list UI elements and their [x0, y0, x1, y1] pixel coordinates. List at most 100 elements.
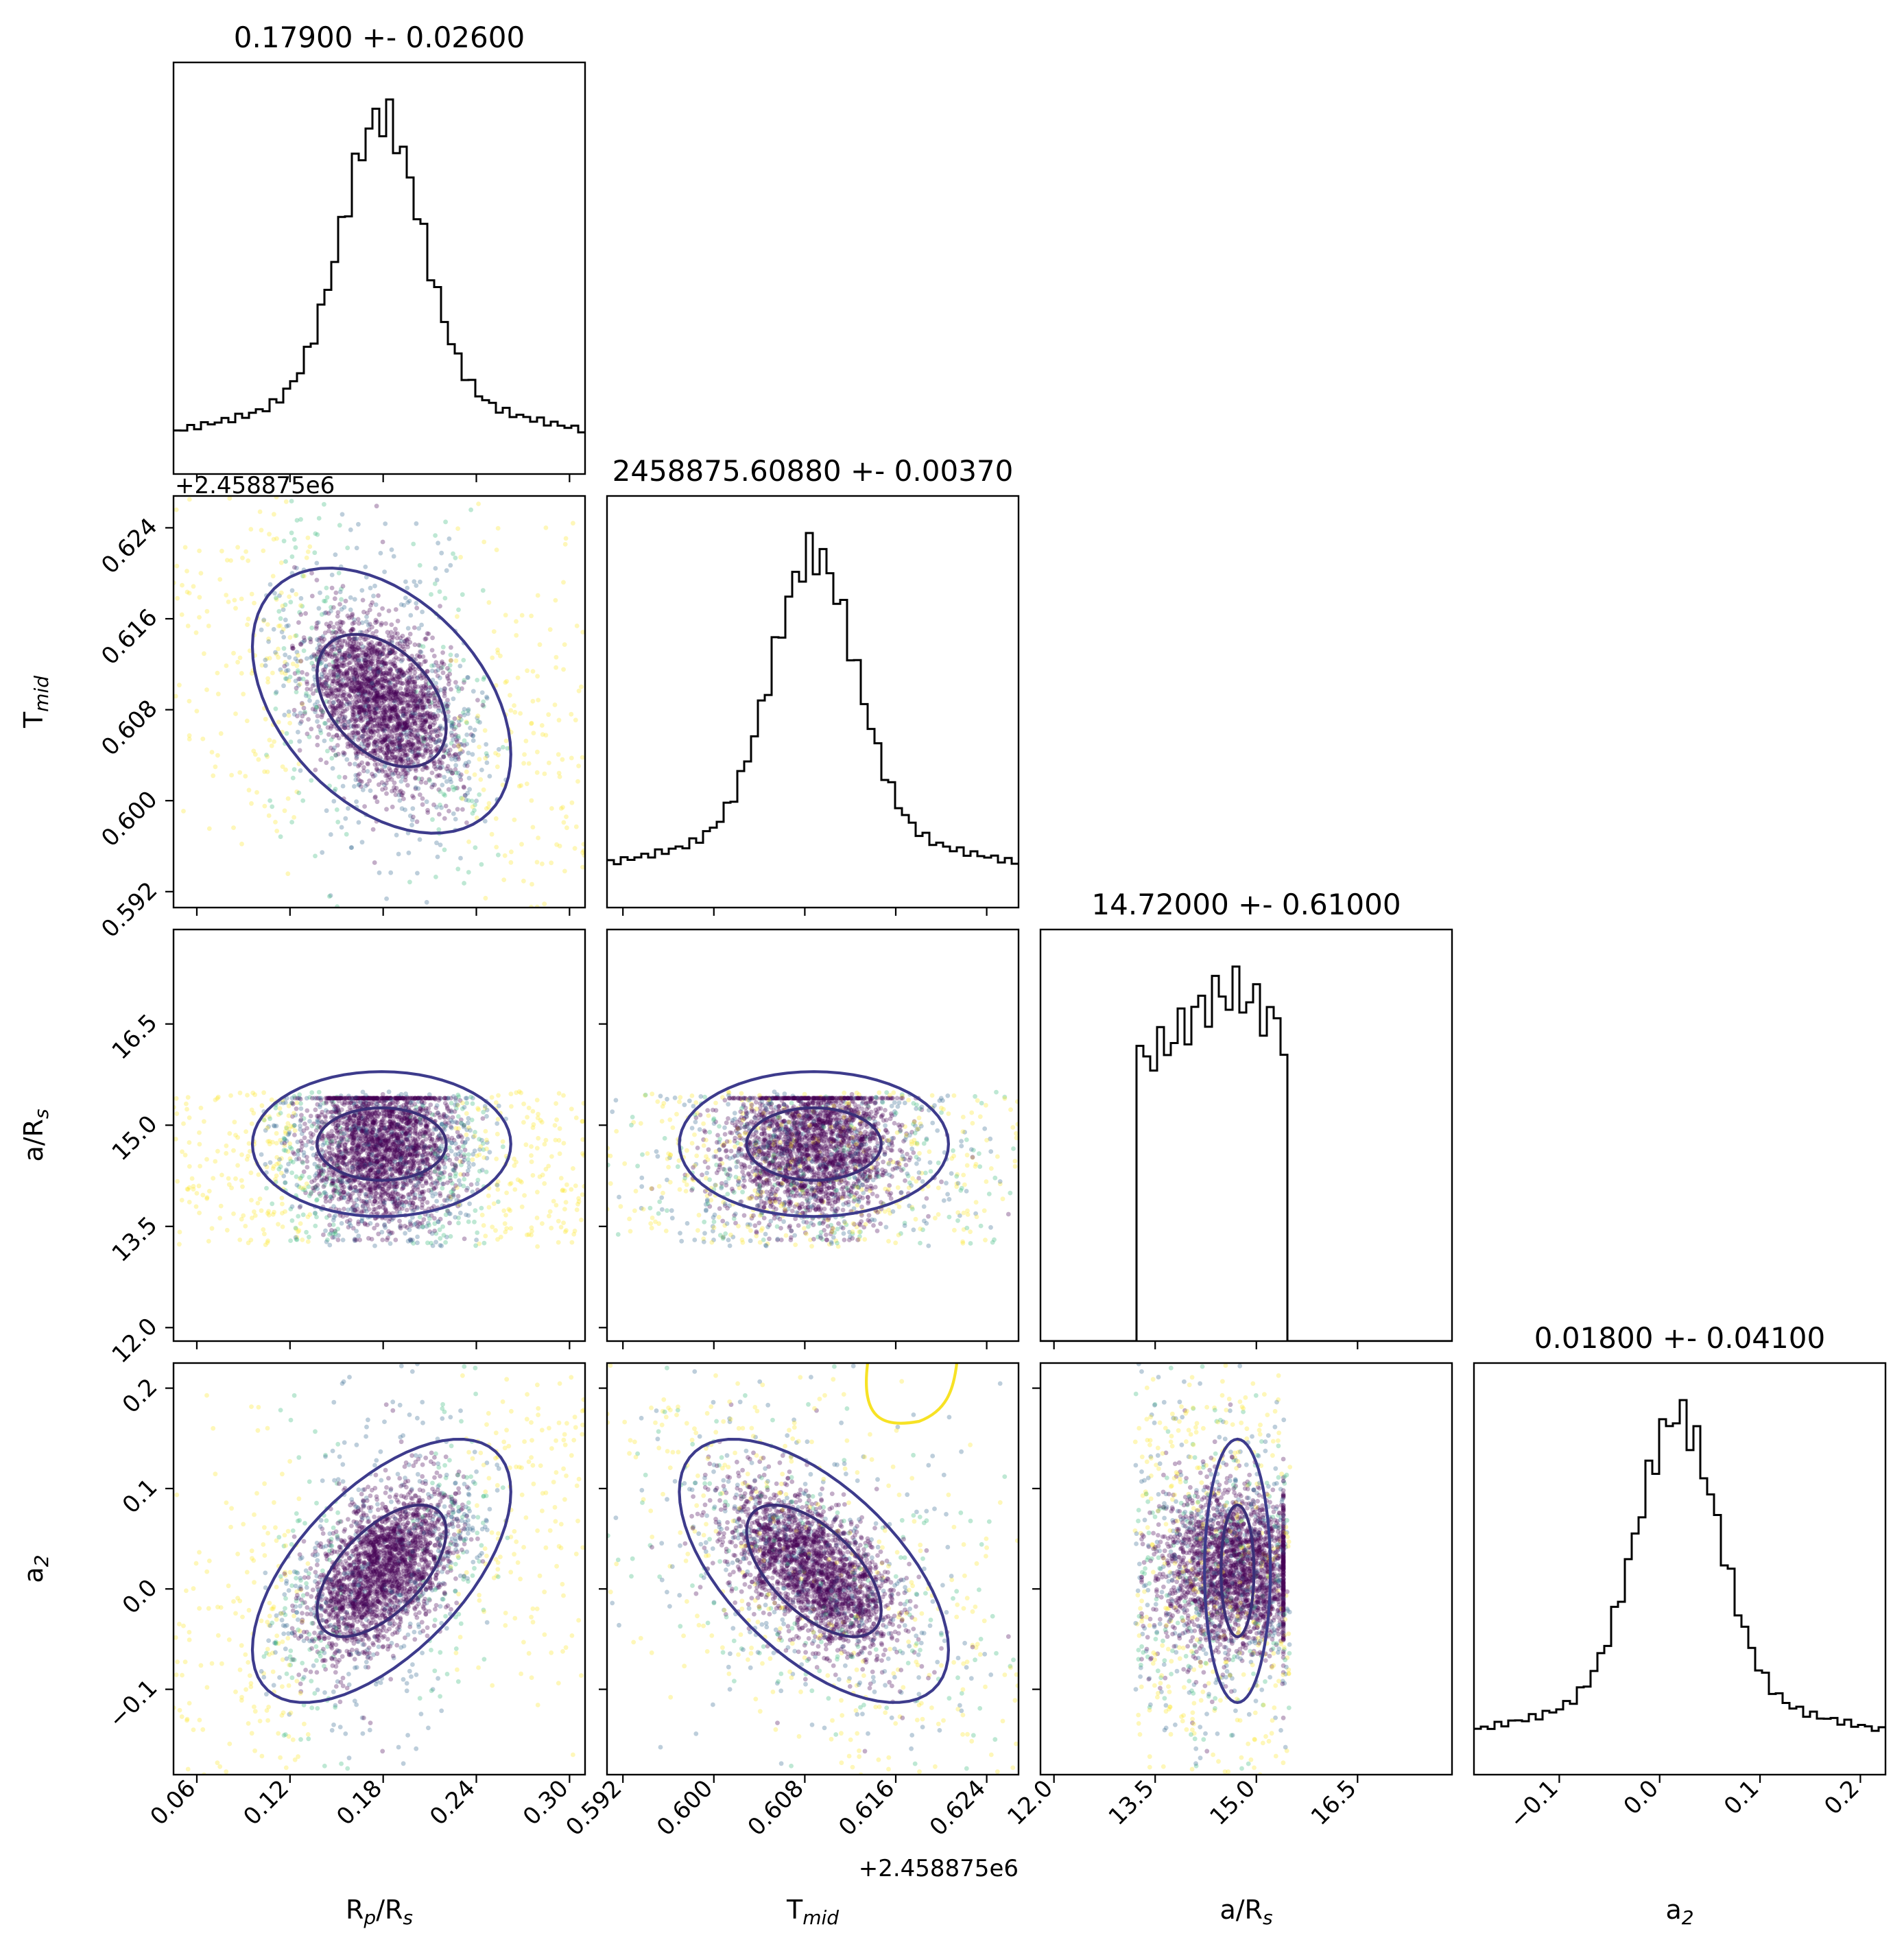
sample-point — [360, 689, 365, 694]
sample-point — [554, 1203, 559, 1208]
sample-point — [356, 682, 361, 687]
sample-point — [399, 674, 404, 678]
sample-point — [361, 700, 366, 705]
sample-point — [415, 715, 420, 720]
sample-point — [320, 712, 325, 718]
sample-point — [456, 1220, 461, 1226]
sample-point — [402, 1182, 407, 1187]
sample-point — [326, 732, 331, 737]
sample-point — [408, 703, 414, 709]
sample-point — [346, 1224, 351, 1230]
sample-point — [299, 640, 305, 646]
sample-point — [357, 1164, 362, 1170]
sample-point — [462, 785, 466, 790]
sample-point — [471, 733, 475, 738]
sample-point — [272, 739, 276, 744]
sample-point — [398, 696, 403, 702]
sample-point — [426, 1106, 431, 1111]
sample-point — [385, 691, 390, 696]
sample-point — [349, 655, 355, 661]
sample-point — [392, 683, 397, 689]
sample-point — [398, 659, 404, 664]
sample-point — [353, 656, 358, 662]
sample-point — [371, 670, 377, 675]
sample-point — [392, 710, 398, 715]
sample-point — [483, 895, 488, 901]
sample-point — [430, 782, 436, 788]
sample-point — [352, 1155, 357, 1160]
sample-point — [438, 766, 442, 770]
sample-point — [370, 1168, 376, 1173]
sample-point — [381, 1169, 387, 1174]
sample-point — [412, 666, 418, 672]
sample-point — [381, 715, 386, 720]
sample-point — [462, 1147, 468, 1152]
sample-point — [400, 767, 405, 772]
sample-point — [368, 692, 373, 697]
sample-point — [405, 720, 410, 725]
sample-point — [372, 707, 377, 712]
sample-point — [336, 735, 342, 741]
sample-point — [472, 772, 477, 777]
sample-point — [363, 652, 368, 657]
sample-point — [445, 676, 451, 681]
sample-point — [407, 729, 413, 733]
sample-point — [358, 653, 363, 659]
sample-point — [380, 665, 385, 670]
sample-point — [484, 806, 489, 811]
sample-point — [301, 639, 307, 644]
sample-point — [330, 1157, 335, 1163]
sample-point — [442, 1096, 447, 1101]
sample-point — [413, 703, 418, 709]
sample-point — [243, 549, 248, 554]
sample-point — [374, 728, 380, 733]
sample-point — [580, 755, 585, 760]
sample-point — [400, 1179, 405, 1184]
sample-point — [459, 1162, 464, 1168]
sample-point — [340, 1174, 346, 1179]
sample-point — [401, 713, 406, 719]
sample-point — [378, 680, 383, 685]
sample-point — [447, 751, 451, 756]
sample-point — [284, 1126, 289, 1131]
sample-point — [458, 717, 464, 722]
sample-point — [372, 1111, 378, 1117]
sample-point — [355, 1104, 360, 1109]
sample-point — [440, 644, 446, 650]
sample-point — [379, 672, 383, 677]
sample-point — [395, 691, 401, 696]
sample-point — [378, 1140, 383, 1146]
sample-point — [427, 731, 433, 737]
sample-point — [390, 772, 396, 777]
sample-point — [323, 1228, 328, 1233]
sample-point — [431, 1185, 437, 1191]
sample-point — [338, 670, 344, 676]
sample-point — [386, 679, 392, 685]
sample-point — [385, 1136, 391, 1141]
sample-point — [351, 1137, 357, 1143]
sample-point — [449, 658, 453, 663]
sample-point — [333, 658, 339, 663]
sample-point — [357, 1121, 362, 1126]
sample-point — [371, 1096, 377, 1102]
sample-point — [246, 616, 251, 622]
sample-point — [353, 697, 358, 702]
sample-point — [456, 752, 462, 757]
sample-point — [521, 761, 526, 766]
sample-point — [433, 669, 438, 674]
sample-point — [562, 642, 567, 647]
sample-point — [324, 610, 329, 615]
sample-point — [324, 679, 329, 685]
sample-point — [423, 780, 429, 785]
sample-point — [414, 605, 420, 611]
sample-point — [409, 1179, 414, 1183]
sample-point — [396, 700, 402, 705]
sample-point — [355, 1210, 360, 1215]
sample-point — [374, 741, 379, 746]
sample-point — [396, 696, 402, 701]
sample-point — [394, 733, 400, 738]
sample-point — [412, 1117, 417, 1122]
sample-point — [319, 708, 324, 713]
sample-point — [431, 1150, 437, 1156]
sample-point — [458, 1153, 464, 1159]
